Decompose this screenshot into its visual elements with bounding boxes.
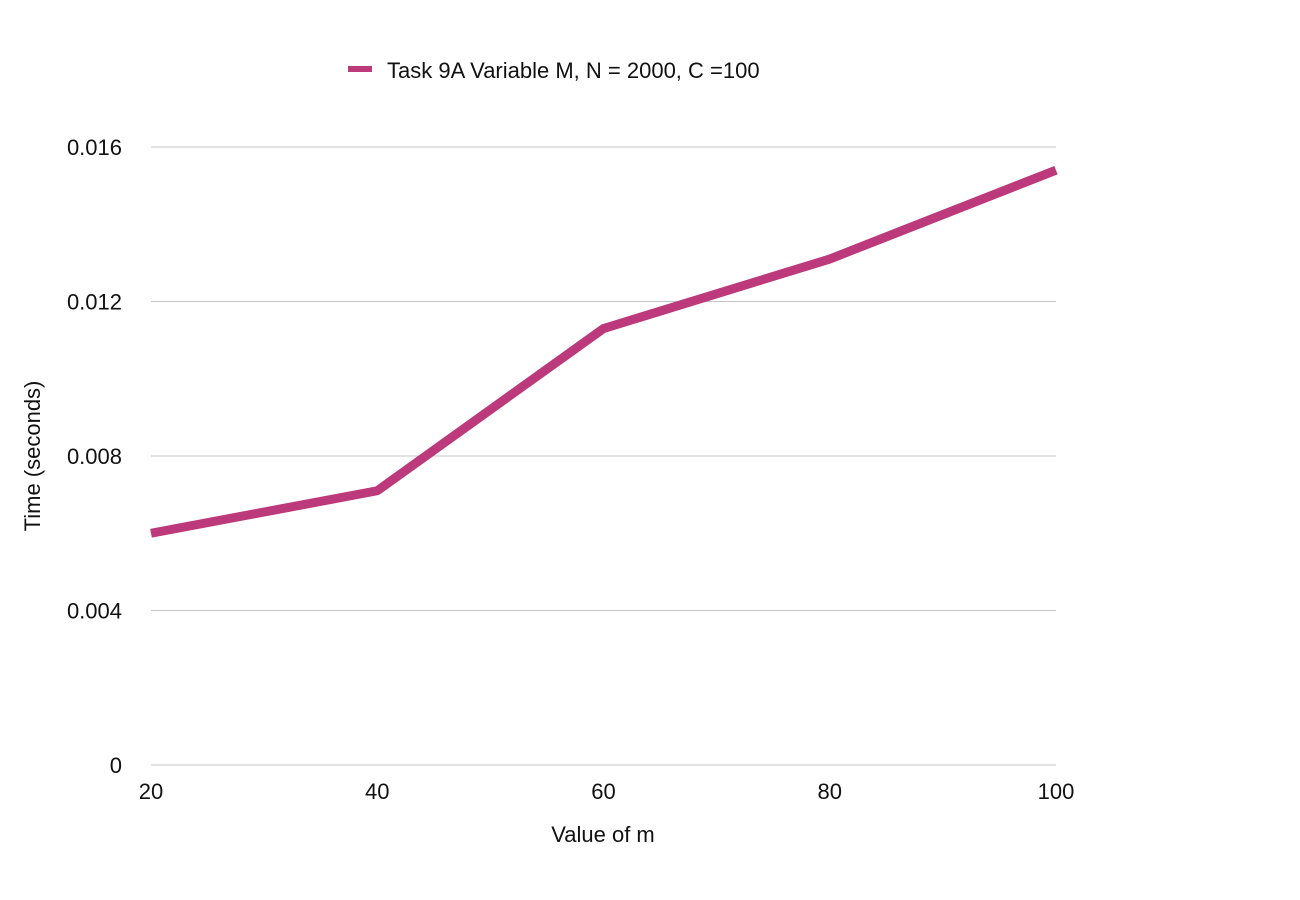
x-axis-ticks: 20 40 60 80 100 (139, 779, 1075, 804)
x-tick-label: 80 (818, 779, 842, 804)
gridlines (151, 146, 1056, 766)
x-tick-label: 20 (139, 779, 163, 804)
y-tick-label: 0.012 (67, 290, 122, 315)
x-tick-label: 100 (1038, 779, 1075, 804)
series-group (150, 165, 1058, 538)
y-tick-label: 0 (110, 753, 122, 778)
series-line-0 (150, 165, 1058, 538)
y-tick-label: 0.004 (67, 599, 122, 624)
legend: Task 9A Variable M, N = 2000, C =100 (348, 58, 760, 83)
x-tick-label: 40 (365, 779, 389, 804)
x-axis-label: Value of m (551, 822, 655, 847)
y-tick-label: 0.016 (67, 135, 122, 160)
x-tick-label: 60 (591, 779, 615, 804)
legend-label-task-9a: Task 9A Variable M, N = 2000, C =100 (387, 58, 760, 83)
y-axis-label: Time (seconds) (20, 381, 45, 532)
y-tick-label: 0.008 (67, 444, 122, 469)
y-axis-ticks: 0 0.004 0.008 0.012 0.016 (67, 135, 122, 778)
